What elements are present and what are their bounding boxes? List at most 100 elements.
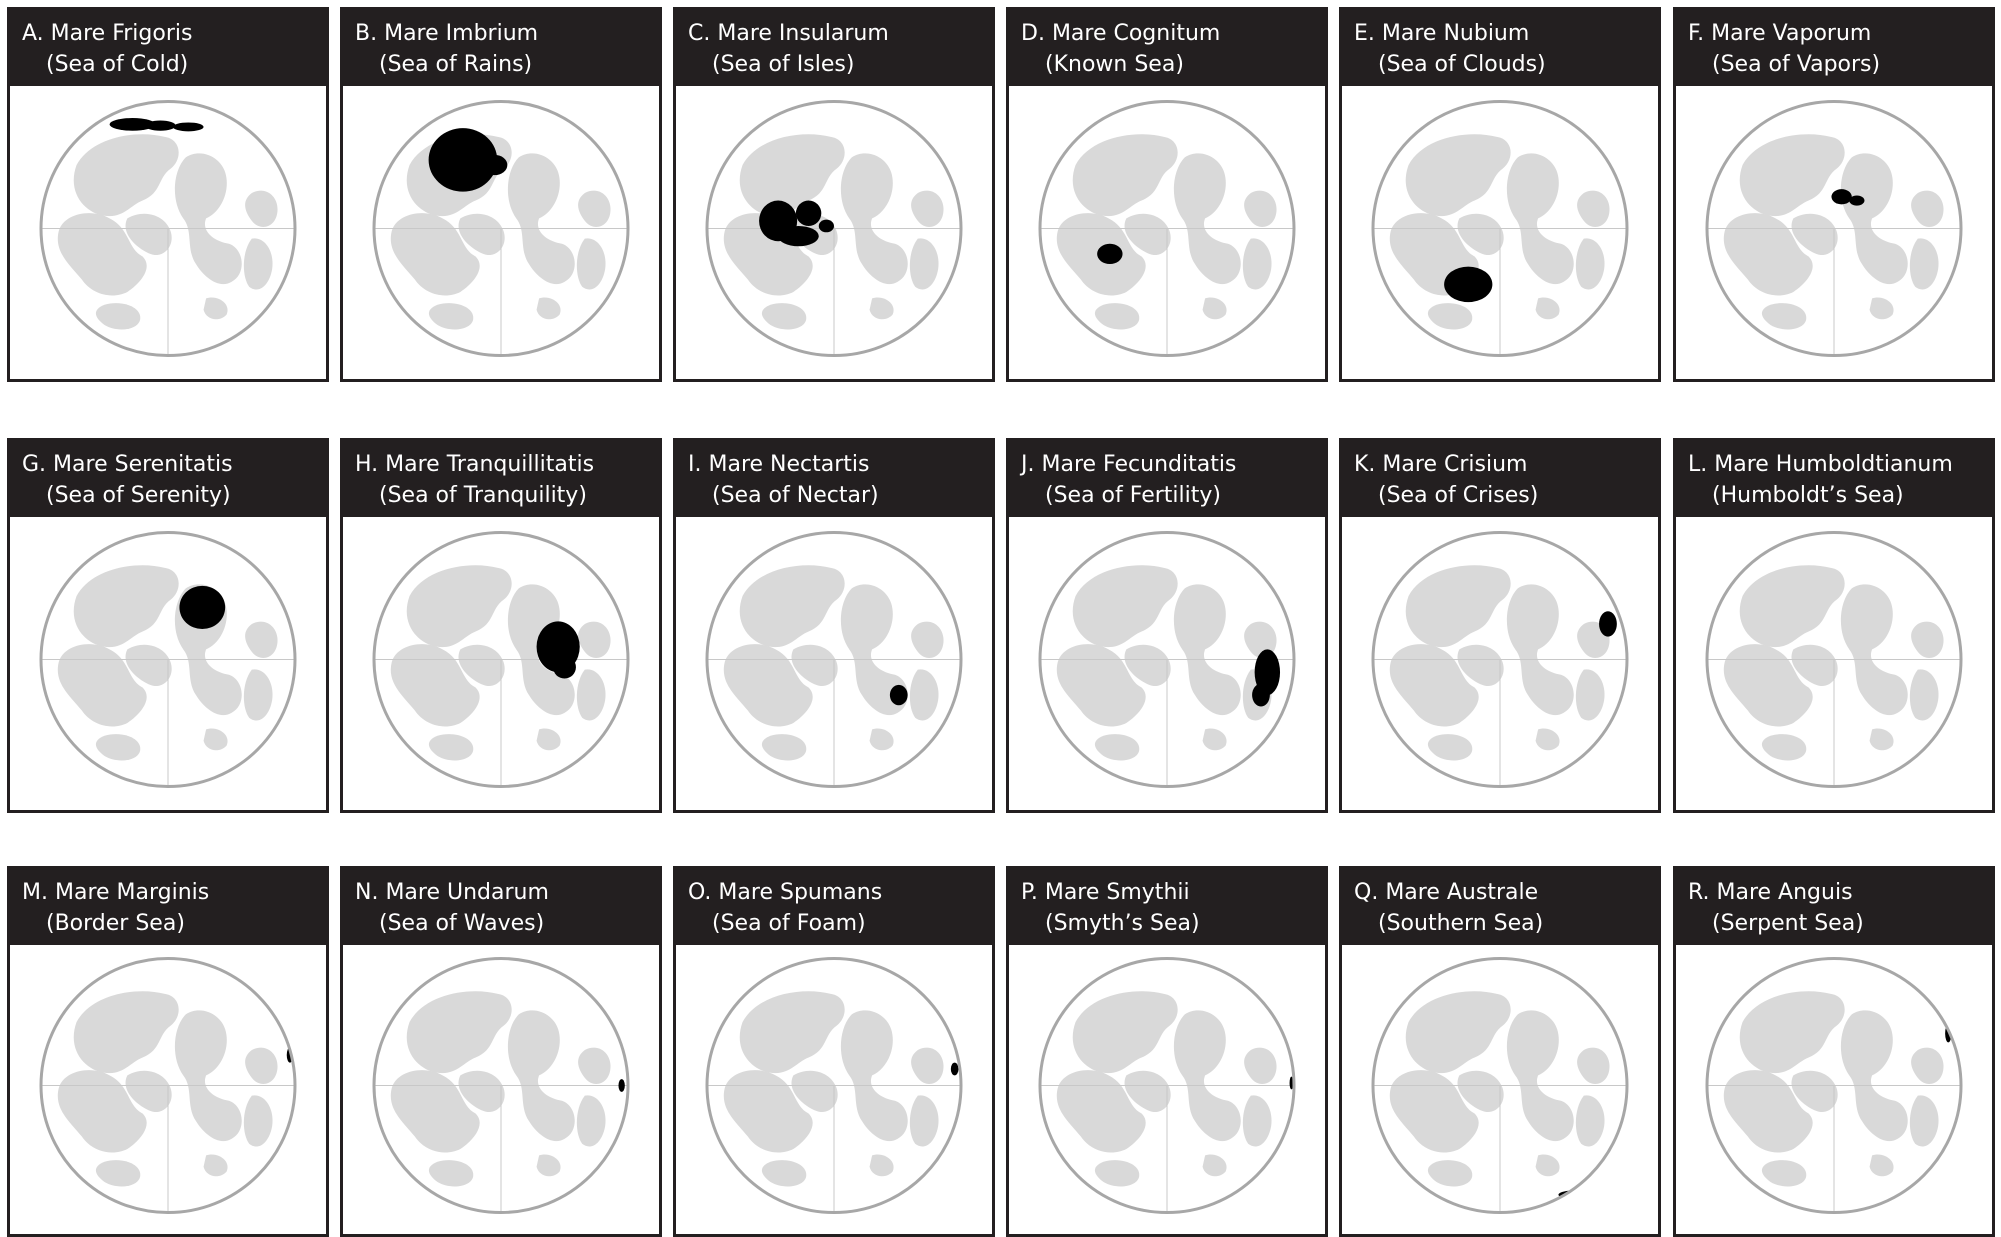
highlighted-mare — [179, 585, 226, 630]
moon-map — [1038, 531, 1296, 788]
moon-outline — [1705, 531, 1963, 788]
moon-map — [372, 100, 630, 357]
moon-outline — [1371, 957, 1629, 1214]
mare-translation: (Sea of Serenity) — [46, 483, 231, 508]
mare-translation: (Sea of Nectar) — [712, 483, 879, 508]
panel-letter: G. — [22, 452, 47, 477]
mare-name: Mare Imbrium — [384, 21, 539, 46]
panel-letter: Q. — [1354, 880, 1379, 905]
moon-outline — [372, 100, 630, 357]
mare-panel: N. Mare Undarum (Sea of Waves) — [340, 866, 662, 1237]
panel-letter: O. — [688, 880, 712, 905]
mare-name: Mare Nubium — [1381, 21, 1530, 46]
panel-letter: H. — [355, 452, 379, 477]
panel-title: Q. Mare Australe (Southern Sea) — [1342, 869, 1658, 945]
mare-panel: B. Mare Imbrium (Sea of Rains) — [340, 7, 662, 382]
moon-map — [1705, 531, 1963, 788]
panel-title: P. Mare Smythii (Smyth’s Sea) — [1009, 869, 1325, 945]
moon-map — [39, 100, 297, 357]
mare-name: Mare Nectartis — [708, 452, 870, 477]
maria-background — [1056, 991, 1277, 1187]
mare-translation: (Sea of Clouds) — [1378, 52, 1546, 77]
panel-title: L. Mare Humboldtianum (Humboldt’s Sea) — [1676, 441, 1992, 517]
mare-name: Mare Vaporum — [1711, 21, 1872, 46]
moon-outline — [372, 531, 630, 788]
panel-letter: K. — [1354, 452, 1376, 477]
panel-letter: C. — [688, 21, 711, 46]
mare-translation: (Sea of Crises) — [1378, 483, 1539, 508]
panel-title: B. Mare Imbrium (Sea of Rains) — [343, 10, 659, 86]
mare-name: Mare Frigoris — [50, 21, 193, 46]
moon-outline — [1038, 100, 1296, 357]
mare-panel: D. Mare Cognitum (Known Sea) — [1006, 7, 1328, 382]
highlighted-mare — [889, 684, 908, 706]
panel-title: A. Mare Frigoris (Sea of Cold) — [10, 10, 326, 86]
mare-translation: (Sea of Cold) — [46, 52, 189, 77]
maria-background — [1723, 134, 1944, 330]
maria-background — [57, 134, 278, 330]
maria-background — [57, 991, 278, 1187]
maria-background — [1723, 991, 1944, 1187]
moon-map — [1038, 957, 1296, 1214]
mare-panel: P. Mare Smythii (Smyth’s Sea) — [1006, 866, 1328, 1237]
panel-title: F. Mare Vaporum (Sea of Vapors) — [1676, 10, 1992, 86]
mare-translation: (Sea of Fertility) — [1045, 483, 1221, 508]
mare-panel: E. Mare Nubium (Sea of Clouds) — [1339, 7, 1661, 382]
panel-title: D. Mare Cognitum (Known Sea) — [1009, 10, 1325, 86]
mare-name: Mare Spumans — [718, 880, 883, 905]
mare-name: Mare Insularum — [717, 21, 889, 46]
moon-outline — [1371, 531, 1629, 788]
mare-name: Mare Serenitatis — [53, 452, 233, 477]
mare-panel: L. Mare Humboldtianum (Humboldt’s Sea) — [1673, 438, 1995, 813]
maria-background — [390, 565, 611, 761]
maria-background — [57, 565, 278, 761]
moon-map — [372, 531, 630, 788]
mare-translation: (Sea of Waves) — [379, 911, 545, 936]
mare-translation: (Sea of Vapors) — [1712, 52, 1881, 77]
panel-title: O. Mare Spumans (Sea of Foam) — [676, 869, 992, 945]
mare-name: Mare Crisium — [1382, 452, 1528, 477]
mare-translation: (Border Sea) — [46, 911, 185, 936]
highlighted-mare — [1948, 546, 1959, 552]
highlighted-mare — [109, 118, 204, 132]
mare-panel: A. Mare Frigoris (Sea of Cold) — [7, 7, 329, 382]
mare-translation: (Sea of Rains) — [379, 52, 533, 77]
panel-letter: N. — [355, 880, 379, 905]
moon-map — [1371, 531, 1629, 788]
highlighted-mare — [1599, 611, 1617, 637]
mare-panel: M. Mare Marginis (Border Sea) — [7, 866, 329, 1237]
highlighted-mare — [428, 128, 508, 192]
panel-title: G. Mare Serenitatis (Sea of Serenity) — [10, 441, 326, 517]
panel-title: M. Mare Marginis (Border Sea) — [10, 869, 326, 945]
mare-translation: (Sea of Foam) — [712, 911, 866, 936]
mare-panel: K. Mare Crisium (Sea of Crises) — [1339, 438, 1661, 813]
panel-letter: J. — [1021, 452, 1035, 477]
moon-outline — [1705, 957, 1963, 1214]
moon-outline — [1705, 100, 1963, 357]
mare-panel: J. Mare Fecunditatis (Sea of Fertility) — [1006, 438, 1328, 813]
mare-translation: (Smyth’s Sea) — [1045, 911, 1200, 936]
panel-letter: B. — [355, 21, 378, 46]
highlighted-mare — [1097, 243, 1123, 265]
highlighted-mare — [536, 621, 580, 679]
mare-translation: (Serpent Sea) — [1712, 911, 1864, 936]
panel-title: J. Mare Fecunditatis (Sea of Fertility) — [1009, 441, 1325, 517]
highlighted-mare — [950, 1062, 959, 1076]
mare-name: Mare Humboldtianum — [1714, 452, 1953, 477]
mare-translation: (Southern Sea) — [1378, 911, 1544, 936]
panel-letter: R. — [1688, 880, 1710, 905]
maria-background — [1723, 565, 1944, 761]
moon-map — [1705, 100, 1963, 357]
moon-outline — [372, 957, 630, 1214]
maria-background — [723, 991, 944, 1187]
panel-letter: P. — [1021, 880, 1038, 905]
mare-panel: Q. Mare Australe (Southern Sea) — [1339, 866, 1661, 1237]
moon-map — [372, 957, 630, 1214]
mare-panel: R. Mare Anguis (Serpent Sea) — [1673, 866, 1995, 1237]
mare-translation: (Known Sea) — [1045, 52, 1184, 77]
mare-panel: G. Mare Serenitatis (Sea of Serenity) — [7, 438, 329, 813]
moon-outline — [705, 531, 963, 788]
panel-letter: I. — [688, 452, 702, 477]
highlighted-mare — [759, 200, 834, 247]
